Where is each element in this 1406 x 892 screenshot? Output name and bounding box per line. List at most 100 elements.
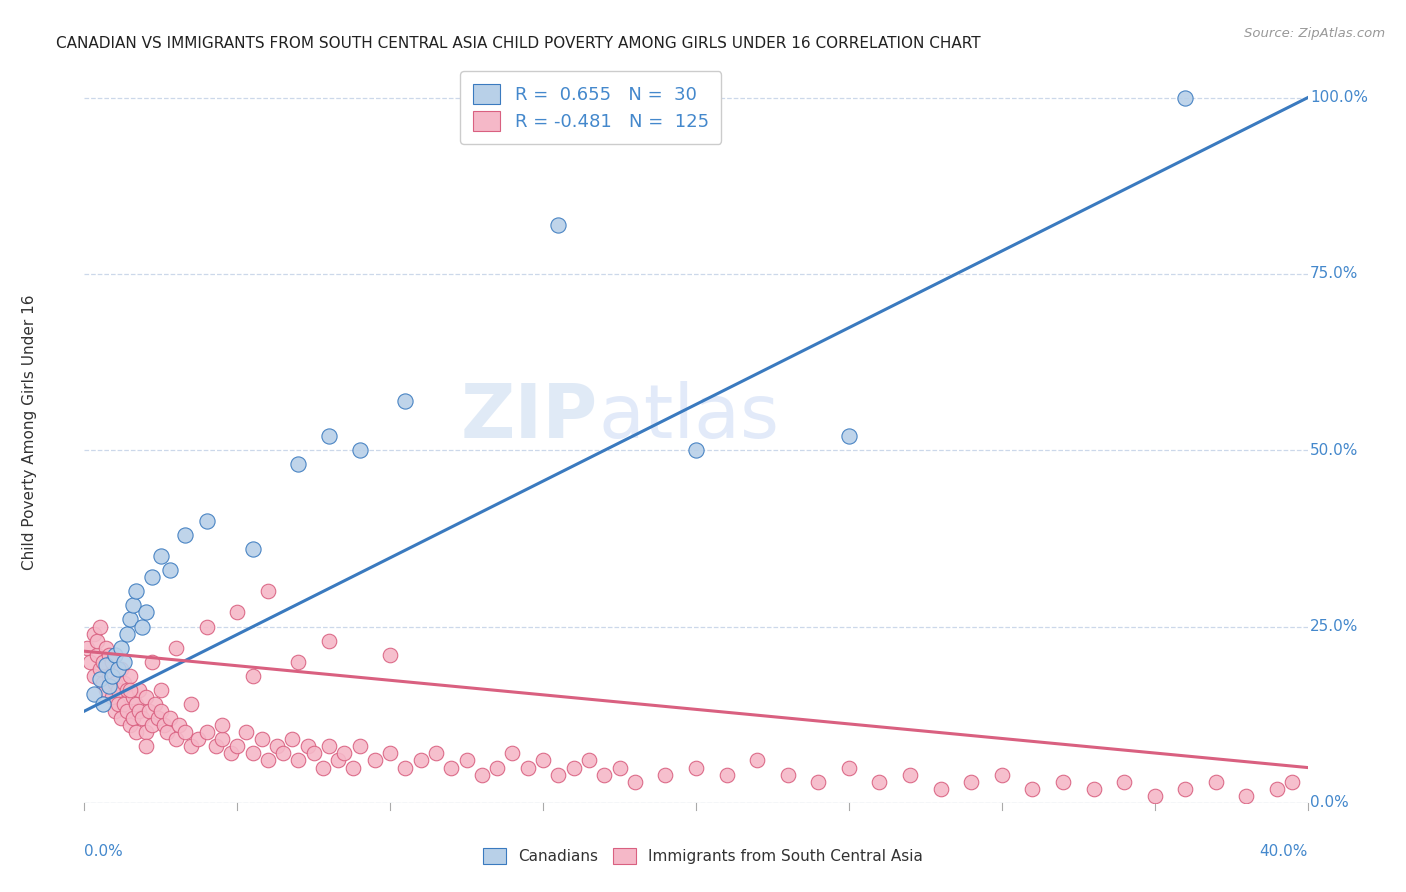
- Point: [101, 655, 124, 669]
- Point: [1174, 91, 1197, 105]
- Point: [79, 655, 101, 669]
- Point: [302, 747, 325, 761]
- Point: [138, 704, 160, 718]
- Point: [547, 767, 569, 781]
- Text: atlas: atlas: [598, 381, 779, 454]
- Point: [456, 754, 478, 768]
- Point: [807, 774, 830, 789]
- Point: [94, 658, 117, 673]
- Point: [101, 669, 124, 683]
- Point: [287, 754, 309, 768]
- Point: [180, 739, 202, 754]
- Point: [115, 704, 138, 718]
- Point: [120, 683, 142, 698]
- Point: [89, 619, 111, 633]
- Point: [104, 648, 127, 662]
- Point: [1281, 774, 1303, 789]
- Point: [149, 549, 172, 563]
- Point: [91, 697, 114, 711]
- Point: [531, 754, 554, 768]
- Point: [486, 760, 509, 774]
- Point: [135, 739, 157, 754]
- Text: 0.0%: 0.0%: [84, 844, 124, 858]
- Point: [364, 754, 387, 768]
- Text: 25.0%: 25.0%: [1310, 619, 1358, 634]
- Point: [471, 767, 494, 781]
- Point: [960, 774, 983, 789]
- Point: [342, 760, 364, 774]
- Point: [91, 655, 114, 669]
- Point: [929, 781, 952, 796]
- Text: 0.0%: 0.0%: [1310, 796, 1348, 810]
- Point: [107, 697, 129, 711]
- Point: [898, 767, 921, 781]
- Point: [135, 725, 157, 739]
- Text: 40.0%: 40.0%: [1260, 844, 1308, 858]
- Point: [991, 767, 1014, 781]
- Point: [112, 697, 135, 711]
- Point: [76, 640, 98, 655]
- Point: [685, 443, 707, 458]
- Point: [89, 662, 111, 676]
- Point: [122, 690, 145, 704]
- Point: [125, 697, 148, 711]
- Point: [120, 669, 142, 683]
- Legend: Canadians, Immigrants from South Central Asia: Canadians, Immigrants from South Central…: [475, 840, 931, 872]
- Point: [120, 612, 142, 626]
- Point: [94, 683, 117, 698]
- Point: [165, 640, 187, 655]
- Point: [91, 676, 114, 690]
- Point: [394, 393, 416, 408]
- Point: [125, 584, 148, 599]
- Point: [125, 725, 148, 739]
- Point: [107, 662, 129, 676]
- Point: [242, 669, 264, 683]
- Point: [83, 686, 105, 700]
- Point: [149, 704, 172, 718]
- Point: [101, 690, 124, 704]
- Point: [1265, 781, 1288, 796]
- Point: [1174, 781, 1197, 796]
- Point: [1052, 774, 1074, 789]
- Point: [654, 767, 676, 781]
- Point: [165, 732, 187, 747]
- Point: [394, 760, 416, 774]
- Point: [349, 739, 371, 754]
- Point: [838, 760, 860, 774]
- Point: [211, 718, 233, 732]
- Point: [156, 725, 179, 739]
- Point: [159, 711, 181, 725]
- Point: [86, 633, 108, 648]
- Point: [141, 655, 163, 669]
- Point: [128, 704, 150, 718]
- Point: [333, 747, 356, 761]
- Point: [318, 739, 340, 754]
- Point: [624, 774, 647, 789]
- Point: [146, 711, 169, 725]
- Point: [97, 648, 120, 662]
- Point: [167, 718, 190, 732]
- Point: [135, 690, 157, 704]
- Point: [869, 774, 891, 789]
- Text: ZIP: ZIP: [461, 381, 598, 454]
- Point: [409, 754, 432, 768]
- Point: [94, 640, 117, 655]
- Point: [516, 760, 538, 774]
- Text: 50.0%: 50.0%: [1310, 442, 1358, 458]
- Point: [104, 676, 127, 690]
- Point: [174, 725, 197, 739]
- Text: 75.0%: 75.0%: [1310, 267, 1358, 282]
- Point: [104, 704, 127, 718]
- Point: [97, 669, 120, 683]
- Point: [328, 754, 350, 768]
- Point: [115, 683, 138, 698]
- Point: [1114, 774, 1136, 789]
- Point: [153, 718, 176, 732]
- Point: [716, 767, 738, 781]
- Point: [226, 739, 249, 754]
- Point: [122, 711, 145, 725]
- Point: [1234, 789, 1257, 803]
- Point: [205, 739, 228, 754]
- Point: [131, 711, 153, 725]
- Point: [195, 619, 218, 633]
